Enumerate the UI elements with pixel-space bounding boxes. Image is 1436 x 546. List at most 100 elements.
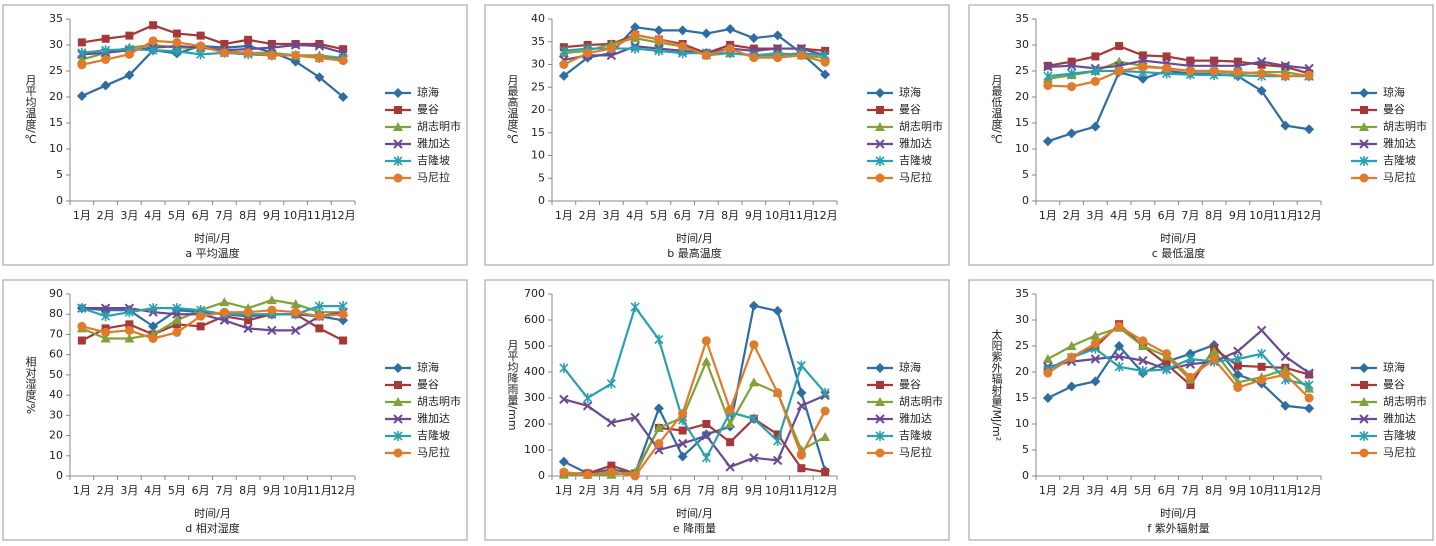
marker [1304, 393, 1314, 403]
marker [244, 35, 253, 44]
marker [678, 409, 688, 419]
legend-label: 曼谷 [417, 378, 439, 391]
y-tick-label: 400 [524, 365, 545, 378]
marker [1138, 365, 1148, 376]
marker [100, 303, 111, 313]
marker [725, 462, 735, 472]
marker [654, 334, 664, 345]
marker [559, 394, 569, 405]
marker [1114, 361, 1124, 372]
caption: e 降雨量 [673, 521, 716, 535]
y-axis-label: 月平均降雨量/mm [506, 339, 519, 430]
marker [243, 323, 253, 334]
x-tick-label: 11月 [307, 484, 332, 497]
marker [875, 122, 885, 131]
marker [267, 50, 277, 60]
series-line [1047, 69, 1310, 78]
marker [654, 439, 664, 448]
marker [677, 438, 688, 449]
x-tick-label: 8月 [721, 484, 739, 497]
marker [725, 419, 736, 428]
x-tick-label: 11月 [789, 209, 814, 222]
legend-label: 琼海 [899, 360, 921, 374]
y-tick-label: 30 [1015, 313, 1029, 326]
marker [172, 46, 182, 57]
x-axis-label: 时间/月 [194, 507, 231, 520]
marker [875, 431, 885, 441]
marker [172, 327, 182, 337]
x-tick-label: 10月 [1249, 484, 1274, 497]
y-tick-label: 15 [1015, 116, 1029, 129]
legend-label: 雅加达 [417, 136, 450, 150]
legend-label: 曼谷 [899, 103, 921, 116]
marker [338, 92, 349, 102]
marker [654, 34, 664, 44]
legend-label: 马尼拉 [899, 445, 932, 459]
x-tick-label: 11月 [1273, 484, 1298, 497]
y-tick-label: 30 [531, 58, 545, 71]
y-tick-label: 50 [49, 368, 63, 381]
marker [773, 53, 783, 63]
marker [772, 305, 783, 316]
marker [1257, 362, 1266, 371]
x-tick-label: 8月 [1205, 209, 1223, 222]
x-tick-label: 3月 [602, 484, 620, 497]
marker [772, 455, 783, 466]
y-tick-label: 5 [56, 168, 63, 181]
x-tick-label: 12月 [1297, 209, 1322, 222]
y-tick-label: 0 [538, 194, 545, 207]
y-tick-label: 25 [531, 80, 545, 93]
marker [196, 41, 206, 51]
marker [583, 48, 593, 58]
x-tick-label: 12月 [813, 209, 838, 222]
series-line [563, 304, 826, 461]
marker [1090, 76, 1100, 86]
marker [267, 325, 277, 336]
y-tick-label: 15 [49, 116, 63, 129]
marker [748, 377, 759, 387]
x-tick-label: 5月 [168, 209, 186, 222]
marker [654, 45, 664, 56]
marker [1137, 341, 1148, 350]
marker [124, 333, 135, 343]
panel-frame [968, 4, 1434, 266]
x-tick-label: 6月 [192, 484, 210, 497]
legend-label: 曼谷 [899, 378, 921, 391]
y-axis-label: 月最高温度/℃ [506, 74, 519, 146]
legend-label: 琼海 [1383, 85, 1405, 99]
x-tick-label: 8月 [239, 484, 257, 497]
legend-label: 胡志明市 [899, 394, 943, 408]
marker [393, 431, 403, 441]
legend-label: 琼海 [417, 85, 439, 99]
marker [820, 387, 830, 398]
marker [1304, 380, 1314, 390]
marker [876, 381, 884, 389]
x-axis-label: 时间/月 [1160, 507, 1197, 520]
x-tick-label: 7月 [1181, 484, 1199, 497]
marker [1359, 139, 1369, 149]
x-tick-label: 1月 [1039, 484, 1057, 497]
x-tick-label: 7月 [697, 484, 715, 497]
marker [1067, 68, 1077, 79]
marker [701, 452, 711, 463]
marker [1280, 370, 1290, 380]
y-tick-label: 35 [49, 12, 63, 25]
marker [1185, 372, 1195, 382]
x-tick-label: 8月 [721, 209, 739, 222]
marker [606, 378, 616, 389]
marker [172, 320, 181, 329]
legend-label: 雅加达 [899, 136, 932, 150]
marker [1359, 397, 1369, 406]
marker [749, 453, 759, 463]
marker [1090, 66, 1100, 76]
marker [124, 307, 134, 318]
x-axis-label: 时间/月 [676, 232, 713, 245]
marker [875, 363, 885, 373]
marker [1359, 173, 1369, 183]
x-tick-label: 2月 [579, 209, 597, 222]
panel-frame [968, 279, 1434, 541]
marker [77, 336, 86, 345]
marker [630, 30, 640, 40]
y-tick-label: 5 [1022, 168, 1029, 181]
marker [393, 173, 403, 183]
